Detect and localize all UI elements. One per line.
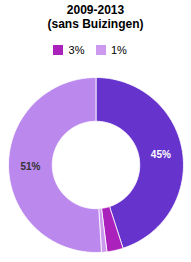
html-text:1%: 1% — [111, 44, 127, 57]
svg-text:45%: 45% — [151, 149, 171, 160]
html-text:2009-2013 (sans Buizingen): 2009-2013 (sans Buizingen) — [47, 3, 144, 32]
html-text:3%: 3% — [68, 44, 85, 57]
svg-text:51%: 51% — [20, 162, 40, 173]
